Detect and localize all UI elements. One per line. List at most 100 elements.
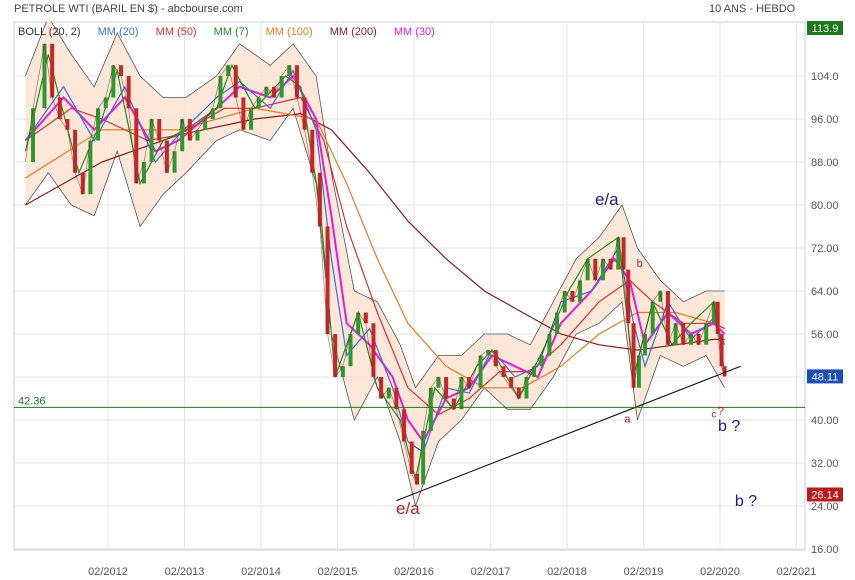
- price-bar: [626, 269, 631, 324]
- price-bar: [444, 377, 449, 399]
- legend-item-mm50: MM (50): [155, 26, 197, 38]
- price-bar: [187, 119, 192, 141]
- wave-annotation: a: [624, 414, 631, 426]
- price-bar: [88, 140, 93, 195]
- legend: BOLL (20, 2) MM (20) MM (50) MM (7) MM (…: [18, 26, 449, 38]
- trendline: [396, 365, 741, 502]
- price-bar: [451, 398, 456, 410]
- price-bar: [673, 323, 678, 345]
- x-tick-label: 02/2015: [318, 566, 358, 578]
- price-bar: [578, 280, 583, 302]
- price-bar: [157, 119, 162, 141]
- price-bar: [486, 350, 491, 356]
- price-bar: [80, 172, 85, 195]
- legend-item-mm30: MM (30): [393, 26, 435, 38]
- y-tick-label: 80.00: [811, 200, 839, 212]
- price-bar: [524, 377, 529, 399]
- price-bar: [415, 473, 420, 485]
- price-bar: [103, 97, 108, 109]
- price-bar: [555, 312, 560, 334]
- price-bar: [272, 86, 277, 98]
- price-bar: [241, 97, 246, 130]
- price-tag-box: [807, 369, 843, 384]
- price-bar: [665, 291, 670, 345]
- price-tag-label: 26.14: [811, 489, 839, 501]
- price-bar: [570, 291, 575, 302]
- price-bar: [356, 312, 361, 334]
- price-bar: [386, 387, 391, 399]
- wave-annotation: b: [637, 258, 643, 270]
- price-bar: [394, 387, 399, 410]
- price-bar: [681, 323, 686, 345]
- price-bar: [722, 366, 727, 377]
- y-tick-label: 104.0: [811, 71, 839, 83]
- price-bar: [256, 97, 261, 109]
- price-bar: [650, 301, 655, 334]
- price-bar: [643, 334, 648, 356]
- price-bar: [119, 65, 124, 76]
- price-bar: [180, 119, 185, 152]
- price-bar: [547, 334, 552, 356]
- price-bar: [436, 377, 441, 388]
- ma-line: [25, 96, 725, 416]
- y-tick-label: 40.00: [811, 415, 839, 427]
- y-tick-label: 72.00: [811, 243, 839, 255]
- price-bar: [402, 409, 407, 442]
- price-bar: [218, 76, 223, 109]
- price-bar: [126, 76, 131, 109]
- ma-line: [25, 112, 725, 351]
- y-tick-label: 24.00: [811, 501, 839, 513]
- price-bar: [688, 334, 693, 345]
- price-bar: [111, 65, 116, 98]
- price-bar: [264, 86, 269, 98]
- price-tag-box: [807, 21, 843, 35]
- price-bar: [302, 97, 307, 130]
- price-bar: [172, 151, 177, 173]
- price-bar: [478, 355, 483, 388]
- chart-title: PETROLE WTI (BARIL EN $) - abcbourse.com: [14, 3, 243, 15]
- y-tick-label: 96.00: [811, 114, 839, 126]
- price-bar: [409, 441, 414, 474]
- price-bar: [719, 334, 724, 367]
- legend-item-boll: BOLL (20, 2): [18, 26, 81, 38]
- x-tick-label: 02/2021: [777, 566, 817, 578]
- price-bar: [608, 258, 613, 270]
- x-tick-label: 02/2012: [88, 566, 128, 578]
- price-bar: [96, 108, 101, 141]
- x-tick-label: 02/2016: [394, 566, 434, 578]
- price-bar: [333, 334, 338, 377]
- price-bar: [562, 291, 567, 313]
- price-tag-box: [807, 487, 843, 502]
- price-bar: [585, 258, 590, 281]
- price-bar: [532, 366, 537, 377]
- price-bar: [501, 366, 506, 377]
- legend-item-mm100: MM (100): [265, 26, 313, 38]
- price-bar: [616, 237, 621, 270]
- x-tick-label: 02/2013: [165, 566, 205, 578]
- price-bar: [621, 237, 626, 270]
- price-bar: [715, 301, 720, 334]
- price-bar: [233, 65, 238, 98]
- bollinger-lower: [25, 107, 725, 508]
- price-bar: [371, 323, 376, 377]
- price-bar: [348, 334, 353, 367]
- price-bar: [516, 387, 521, 399]
- x-tick-label: 02/2020: [700, 566, 740, 578]
- wave-annotation: b ?: [718, 418, 740, 435]
- wave-annotation: e/a: [595, 190, 619, 209]
- price-bar: [42, 43, 47, 109]
- price-bar: [539, 355, 544, 367]
- wave-annotation: b ?: [735, 493, 757, 510]
- wave-annotation: c: [711, 409, 716, 420]
- x-tick-label: 02/2014: [241, 566, 281, 578]
- x-tick-label: 02/2019: [624, 566, 664, 578]
- price-bar: [141, 162, 146, 184]
- wave-annotation: ?: [718, 406, 724, 418]
- price-bar: [279, 76, 284, 98]
- price-bar: [493, 350, 498, 367]
- price-bar: [600, 258, 605, 281]
- y-tick-label: 64.00: [811, 286, 839, 298]
- price-bar: [340, 366, 345, 377]
